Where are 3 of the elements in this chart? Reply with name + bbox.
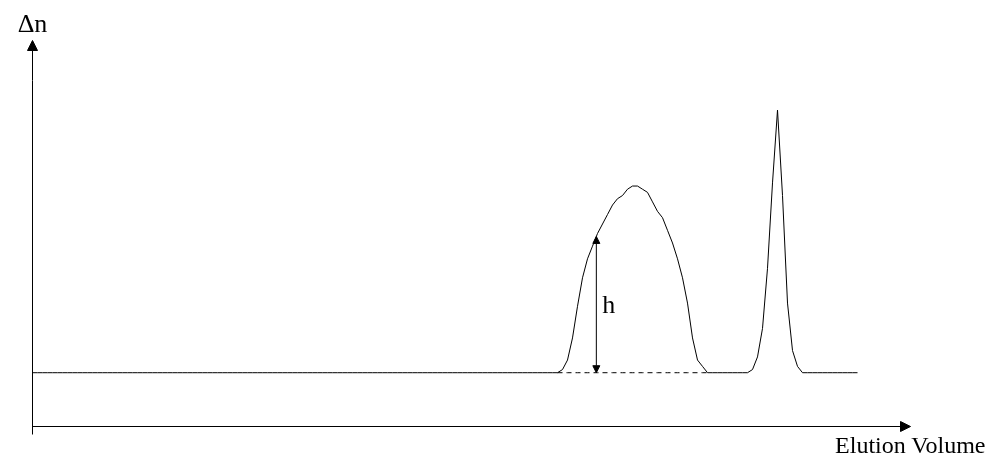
annotation: h: [602, 290, 616, 320]
x-axis-title: Elution Volume: [835, 431, 986, 458]
y-axis-title: Δn: [17, 8, 48, 38]
